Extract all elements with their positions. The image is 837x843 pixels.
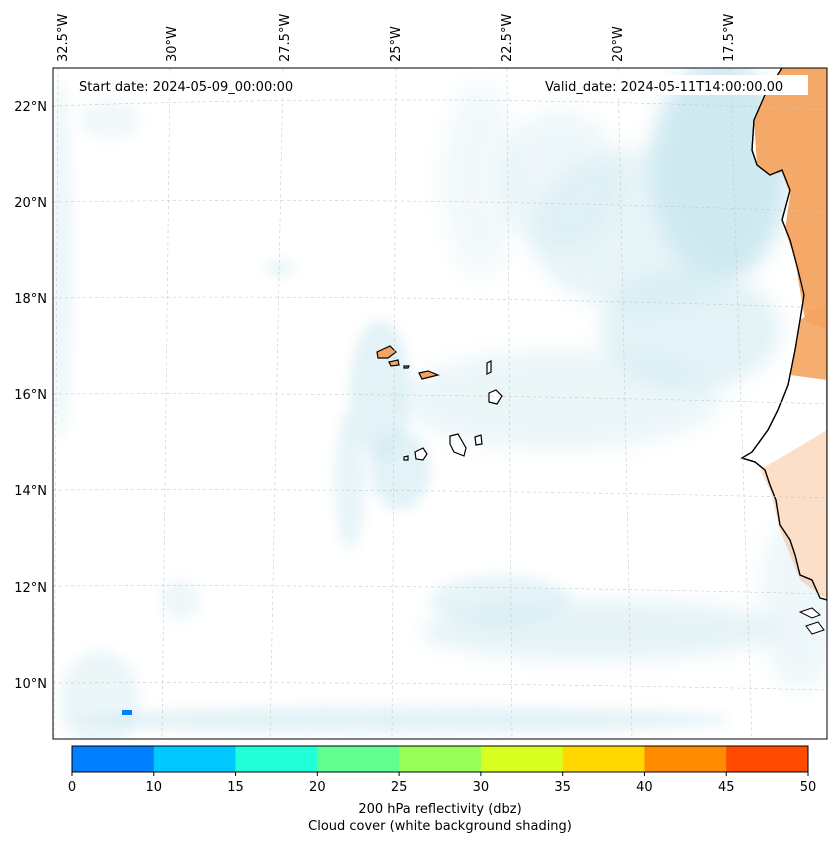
colorbar-segment <box>480 746 564 772</box>
lon-label: 27.5°W <box>278 14 293 62</box>
start-date-box <box>70 75 310 95</box>
colorbar-segment <box>235 746 318 772</box>
island-santiago <box>449 433 467 457</box>
map-border <box>52 67 828 740</box>
colorbar-segment <box>562 746 645 772</box>
island-brava <box>403 455 409 461</box>
lat-label: 20°N <box>14 196 47 211</box>
island-fogo <box>414 447 428 461</box>
colorbar-tick-label: 30 <box>473 780 490 795</box>
land-warm-region-middle <box>790 300 827 380</box>
colorbar-segment <box>72 746 155 772</box>
lon-label: 22.5°W <box>500 14 515 62</box>
colorbar-segment <box>399 746 482 772</box>
valid-date-box <box>538 75 808 95</box>
colorbar-segment <box>317 746 400 772</box>
lon-label: 32.5°W <box>56 14 71 62</box>
island-sao-nicolau <box>418 370 440 380</box>
lon-label: 17.5°W <box>722 14 737 62</box>
colorbar-sublabel: Cloud cover (white background shading) <box>308 819 572 834</box>
lon-label: 20°W <box>611 26 626 62</box>
lat-label: 18°N <box>14 292 47 307</box>
colorbar-tick-label: 10 <box>146 780 163 795</box>
land-warm-region-south <box>760 430 827 600</box>
colorbar-tick-label: 40 <box>636 780 653 795</box>
colorbar-segment <box>153 746 237 772</box>
colorbar-tick-label: 20 <box>309 780 326 795</box>
colorbar-label: 200 hPa reflectivity (dbz) <box>358 802 521 817</box>
bijagos-island <box>798 607 821 619</box>
valid-date-label: Valid_date: 2024-05-11T14:00:00.00 <box>545 80 783 95</box>
colorbar-tick-label: 45 <box>718 780 735 795</box>
island-boa-vista <box>488 389 503 405</box>
island-santa-luzia <box>403 365 410 369</box>
start-date-label: Start date: 2024-05-09_00:00:00 <box>79 80 293 95</box>
colorbar: 0 10 15 20 25 30 35 40 45 50 <box>68 746 816 795</box>
island-sal <box>486 360 492 375</box>
island-santo-antao <box>376 345 397 359</box>
colorbar-tick-label: 15 <box>227 780 244 795</box>
land-warm-region-north <box>754 68 827 330</box>
island-maio <box>474 434 483 446</box>
reflectivity-cell <box>122 710 132 715</box>
colorbar-tick-label: 0 <box>68 780 76 795</box>
graticule <box>53 68 827 739</box>
colorbar-segment <box>726 746 809 772</box>
cape-verde-islands <box>376 345 503 461</box>
lat-label: 22°N <box>14 100 47 115</box>
lat-label: 10°N <box>14 677 47 692</box>
colorbar-tick-label: 35 <box>554 780 571 795</box>
lat-label: 12°N <box>14 581 47 596</box>
colorbar-tick-label: 25 <box>391 780 408 795</box>
colorbar-tick-label: 50 <box>800 780 817 795</box>
colorbar-segment <box>644 746 727 772</box>
lon-label: 30°W <box>165 26 180 62</box>
lat-label: 14°N <box>14 484 47 499</box>
lat-label: 16°N <box>14 388 47 403</box>
lon-label: 25°W <box>389 26 404 62</box>
africa-coastline <box>740 68 827 601</box>
colorbar-border <box>71 745 809 773</box>
bijagos-island <box>805 621 825 635</box>
